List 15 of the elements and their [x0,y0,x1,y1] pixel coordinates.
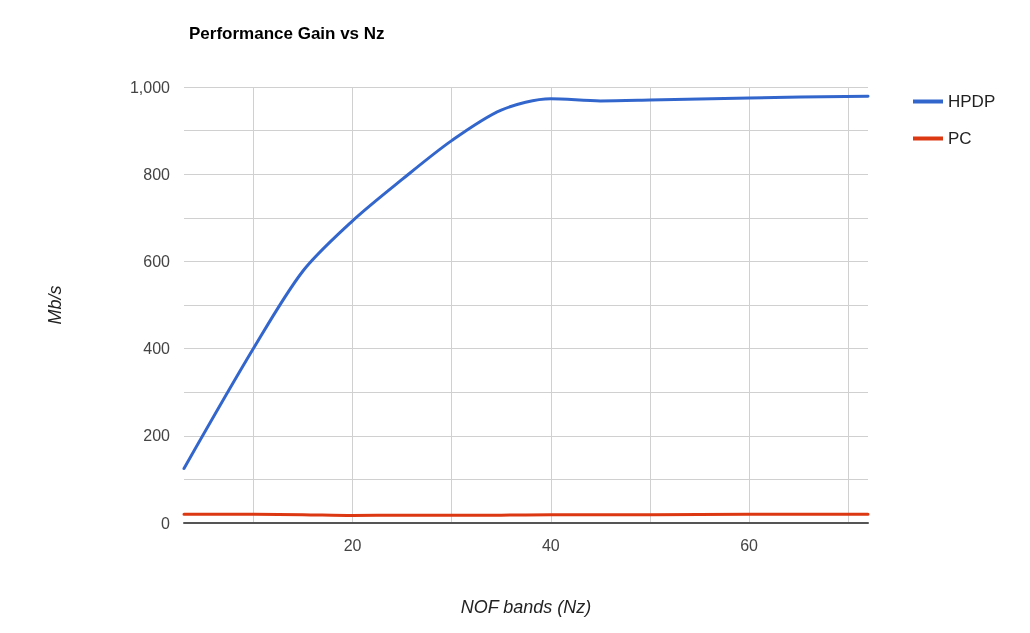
legend-label: HPDP [948,92,996,111]
y-tick-label: 1,000 [129,78,171,96]
line-series [182,94,870,470]
x-tick-label: 40 [541,536,560,554]
x-tick-label: 60 [740,536,759,554]
y-tick-label: 200 [143,427,171,445]
y-tick-label: 0 [161,514,171,532]
y-tick-label: 800 [143,165,171,183]
x-tick-label: 20 [343,536,362,554]
y-tick-label: 400 [143,340,171,358]
legend-label: PC [948,129,972,148]
chart-title: Performance Gain vs Nz [189,24,385,43]
x-axis-title: NOF bands (Nz) [460,597,592,617]
y-tick-label: 600 [143,252,171,270]
y-axis-title: Mb/s [45,285,65,325]
